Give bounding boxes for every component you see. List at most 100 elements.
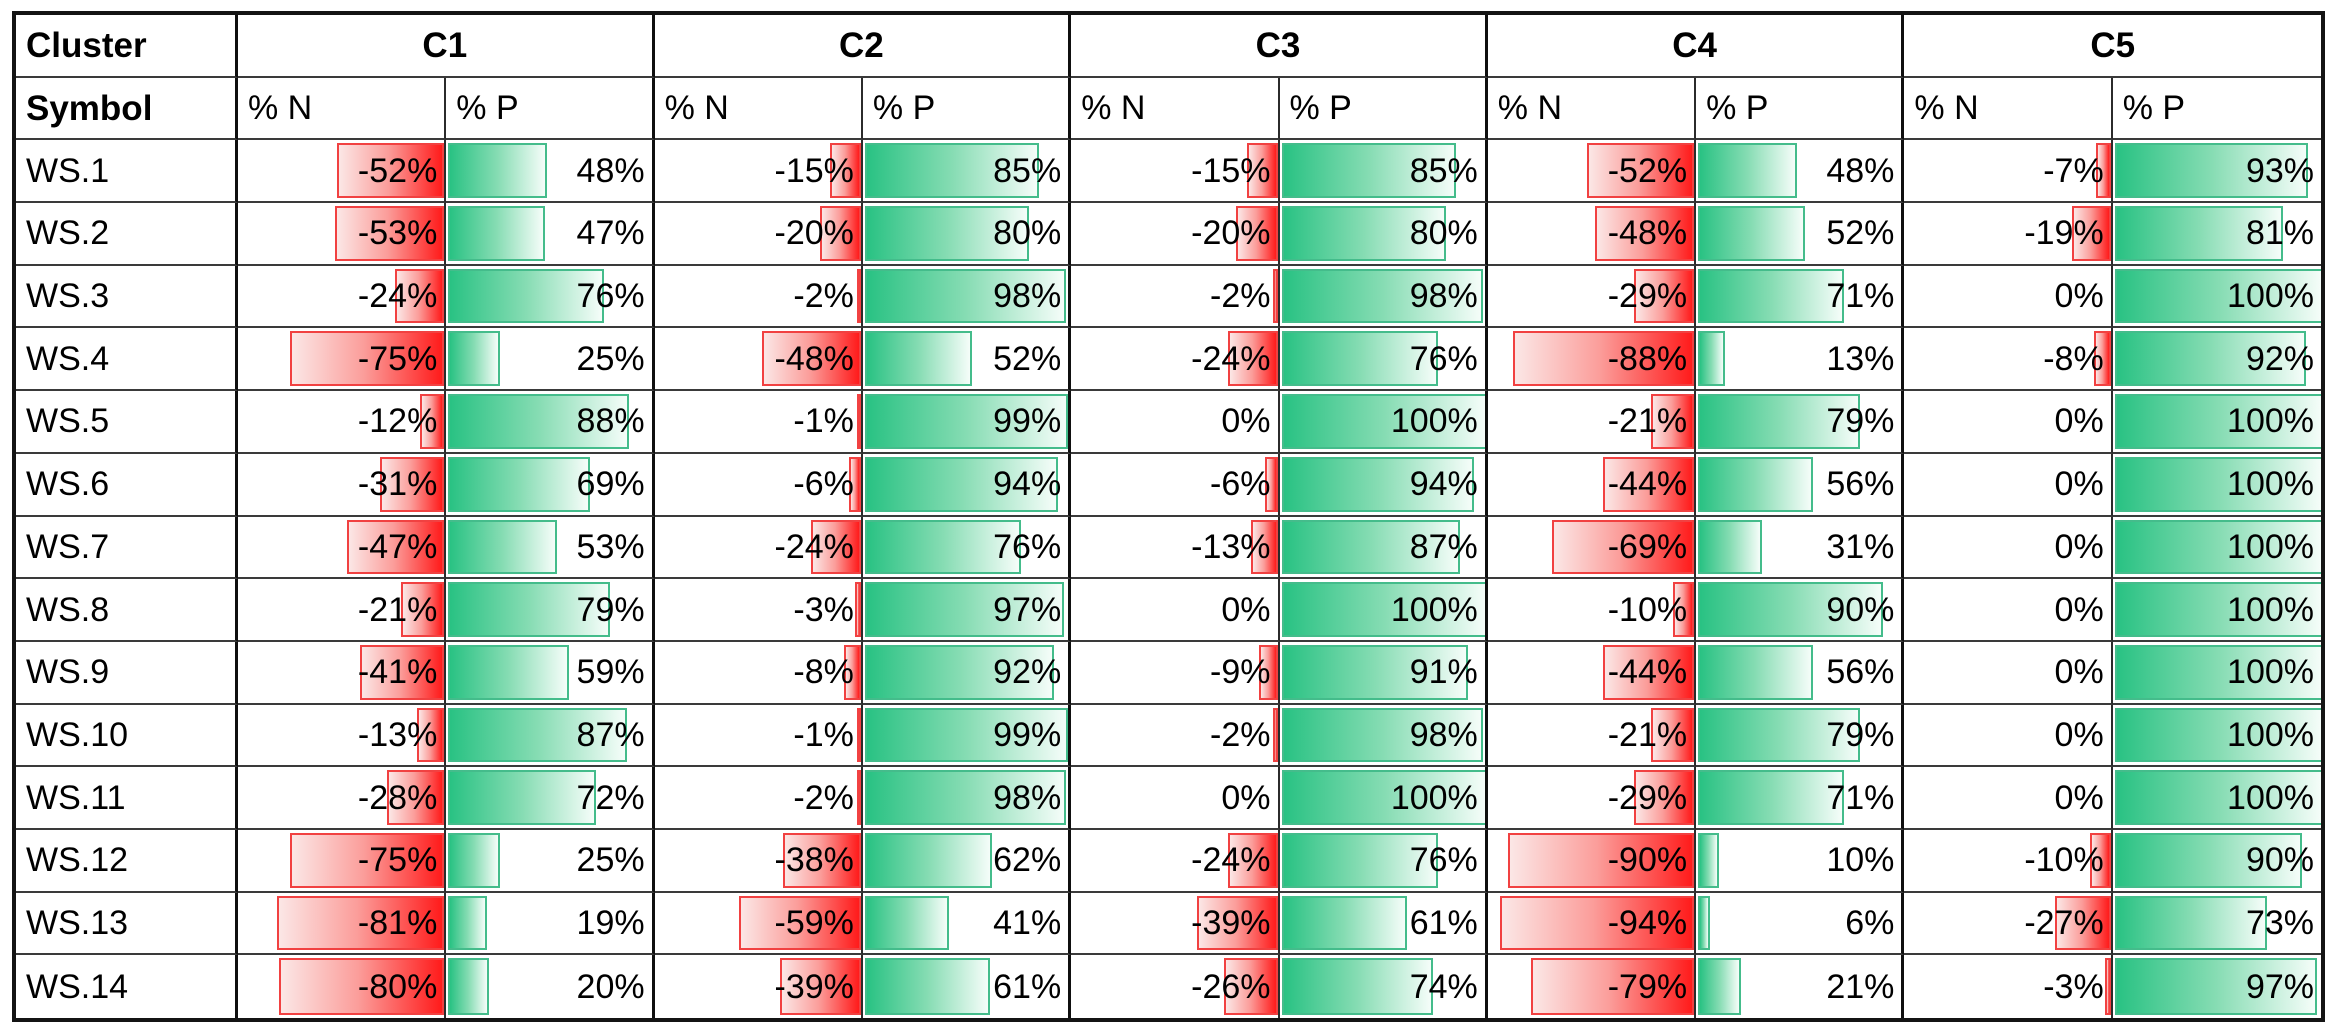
negative-data-bar xyxy=(2094,331,2111,387)
negative-data-bar xyxy=(1634,268,1695,324)
pct-n-cell: -10% xyxy=(1487,579,1697,642)
cell-value: 72% xyxy=(576,778,645,817)
pct-p-cell: 48% xyxy=(446,140,655,204)
pct-n-cell: -44% xyxy=(1487,453,1697,517)
pct-n-cell: -94% xyxy=(1487,892,1697,956)
pct-n-cell: -88% xyxy=(1487,328,1697,392)
pct-n-cell: 0% xyxy=(1904,767,2113,830)
pct-p-cell: 91% xyxy=(1279,641,1488,705)
pct-n-cell: -1% xyxy=(654,391,863,454)
negative-data-bar xyxy=(359,644,445,700)
cell-value: 74% xyxy=(1409,967,1478,1006)
negative-data-bar xyxy=(334,206,445,261)
negative-data-bar xyxy=(289,832,445,888)
positive-data-bar xyxy=(2114,707,2321,763)
cell-value: 56% xyxy=(1826,465,1895,504)
cell-value: -10% xyxy=(1607,590,1688,629)
positive-data-bar xyxy=(1281,958,1434,1015)
cell-value: -48% xyxy=(774,339,854,378)
cell-value: -15% xyxy=(1191,151,1271,190)
row-label-text: WS.13 xyxy=(26,903,129,942)
row-label-text: WS.3 xyxy=(26,277,110,316)
pct-p-cell: 56% xyxy=(1696,453,1905,517)
cell-value: 88% xyxy=(576,402,645,441)
row-label: WS.13 xyxy=(16,892,238,956)
pct-p-cell: 100% xyxy=(2112,767,2321,830)
header-c1-pct-n: % N xyxy=(238,77,447,141)
pct-p-cell: 56% xyxy=(1696,641,1905,705)
cell-value: -2% xyxy=(793,778,854,817)
pct-n-cell: -31% xyxy=(238,453,447,517)
negative-data-bar xyxy=(419,394,445,449)
positive-data-bar xyxy=(2114,895,2267,951)
cell-value: 0% xyxy=(2054,778,2104,817)
negative-data-bar xyxy=(1508,832,1695,888)
pct-p-cell: 99% xyxy=(862,391,1072,454)
cell-value: 100% xyxy=(2227,527,2314,566)
cell-value: -26% xyxy=(1191,967,1271,1006)
cell-value: 0% xyxy=(2054,465,2104,504)
negative-data-bar xyxy=(1673,582,1695,637)
positive-data-bar xyxy=(448,519,558,575)
cell-value: -69% xyxy=(1607,527,1688,566)
cell-value: 90% xyxy=(2245,841,2314,880)
cell-value: 85% xyxy=(1409,151,1478,190)
positive-data-bar xyxy=(864,394,1069,449)
pct-p-cell: 100% xyxy=(2112,391,2321,454)
positive-data-bar xyxy=(2114,456,2321,512)
negative-data-bar xyxy=(400,582,445,637)
row-label: WS.3 xyxy=(16,265,238,329)
cell-value: -31% xyxy=(357,465,438,504)
cell-value: -53% xyxy=(357,214,438,253)
positive-data-bar xyxy=(1281,895,1407,951)
cell-value: -1% xyxy=(793,402,854,441)
pct-n-cell: -80% xyxy=(238,955,447,1018)
pct-p-cell: 79% xyxy=(1696,391,1905,454)
negative-data-bar xyxy=(1512,331,1695,387)
pct-p-cell: 100% xyxy=(1279,767,1488,830)
positive-data-bar xyxy=(864,582,1065,637)
pct-n-cell: 0% xyxy=(1904,391,2113,454)
negative-data-bar xyxy=(1258,644,1278,700)
cell-value: -39% xyxy=(1191,903,1271,942)
positive-data-bar xyxy=(864,770,1067,825)
header-c5-pct-p: % P xyxy=(2112,77,2321,141)
cell-value: 98% xyxy=(1409,715,1478,754)
cell-value: 100% xyxy=(2227,715,2314,754)
pct-p-cell: 53% xyxy=(446,516,655,580)
cell-value: 41% xyxy=(993,903,1062,942)
cell-value: 94% xyxy=(993,465,1062,504)
cell-value: 93% xyxy=(2245,151,2314,190)
positive-data-bar xyxy=(1698,644,1814,700)
positive-data-bar xyxy=(864,707,1069,763)
positive-data-bar xyxy=(448,958,490,1015)
positive-data-bar xyxy=(1281,770,1485,825)
negative-data-bar xyxy=(1551,519,1695,575)
negative-data-bar xyxy=(1228,331,1278,387)
pct-n-cell: -48% xyxy=(654,328,863,392)
cell-value: 100% xyxy=(1390,590,1478,629)
negative-data-bar xyxy=(856,394,861,449)
header-c5-pct-n: % N xyxy=(1904,77,2113,141)
negative-data-bar xyxy=(819,206,861,261)
cell-value: 100% xyxy=(2227,590,2314,629)
pct-p-cell: 87% xyxy=(1279,516,1488,580)
positive-data-bar xyxy=(1281,268,1483,324)
row-label-text: WS.5 xyxy=(26,402,110,441)
cell-value: -29% xyxy=(1607,277,1688,316)
cell-value: -6% xyxy=(793,465,854,504)
pct-n-cell: -52% xyxy=(238,140,447,204)
pct-p-cell: 21% xyxy=(1696,955,1905,1018)
pct-n-cell: 0% xyxy=(1071,767,1280,830)
positive-data-bar xyxy=(448,770,597,825)
negative-data-bar xyxy=(739,895,861,951)
pct-p-cell: 52% xyxy=(862,328,1072,392)
negative-data-bar xyxy=(1650,707,1695,763)
pct-n-cell: -10% xyxy=(1904,829,2113,893)
negative-data-bar xyxy=(782,832,861,888)
row-label: WS.12 xyxy=(16,829,238,893)
pct-n-cell: -24% xyxy=(1071,328,1280,392)
cell-value: 90% xyxy=(1826,590,1895,629)
negative-data-bar xyxy=(848,456,861,512)
positive-data-bar xyxy=(448,143,547,199)
